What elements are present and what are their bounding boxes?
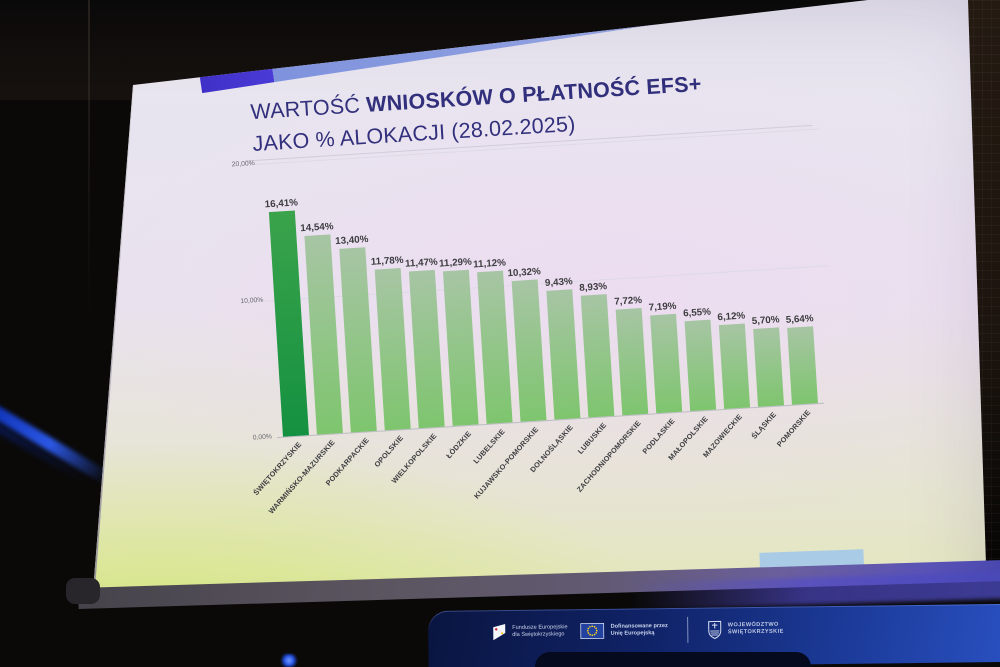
y-axis-tick-10: 10,00% [240, 296, 264, 306]
y-axis-tick-20: 20,00% [231, 159, 256, 169]
bar [580, 293, 615, 418]
category-label: KUJAWSKO-POMORSKIE [472, 424, 541, 501]
bar-value-label: 13,40% [334, 234, 369, 248]
bars: 16,41% ŚWIĘTOKRZYSKIE 14,54% WARMIŃSKO-MAZU… [251, 129, 822, 516]
bar-value-label: 7,72% [613, 295, 643, 308]
bar [408, 269, 445, 429]
plot-area: 20,00% 10,00% 0,00% 16,41% ŚWIĘTOKRZYSKIE… [232, 128, 828, 516]
laptop-silhouette [535, 652, 811, 667]
category-label: POMORSKIE [774, 407, 812, 449]
eu-funding-label: Dofinansowane przez Unię Europejską [610, 622, 668, 637]
swietokrzyskie-coat-of-arms-icon [707, 620, 721, 639]
logo-separator [686, 616, 688, 643]
bar [511, 279, 547, 422]
presentation-slide: WARTOŚĆ WNIOSKÓW O PŁATNOŚĆ EFS+ JAKO % … [140, 0, 891, 592]
bar-value-label: 16,41% [264, 197, 299, 211]
blue-led-glow [280, 654, 298, 667]
screen-corner-hardware [66, 578, 100, 604]
bar-value-label: 7,19% [648, 300, 677, 314]
bar-chart: 20,00% 10,00% 0,00% 16,41% ŚWIĘTOKRZYSKIE… [208, 128, 828, 516]
podium-logo-panel: Fundusze Europejskie dla Świętokrzyskieg… [428, 603, 1000, 667]
bar-value-label: 11,29% [438, 256, 473, 270]
bar-value-label: 6,12% [717, 310, 746, 324]
wall-seam [88, 0, 90, 320]
bar-value-label: 14,54% [299, 220, 334, 235]
bar-value-label: 8,93% [579, 280, 608, 294]
fundusze-europejskie-label: Fundusze Europejskie dla Świętokrzyskieg… [512, 624, 568, 638]
bar [615, 308, 649, 416]
screen-frame-left [93, 81, 134, 592]
category-label: ŚLĄSKIE [749, 410, 779, 441]
voivodeship-logo: WOJEWÓDZTWO ŚWIĘTOKRZYSKIE [707, 619, 784, 639]
bar [650, 313, 683, 414]
bar [718, 323, 751, 409]
bar-value-label: 11,78% [370, 254, 404, 268]
bar-value-label: 10,32% [507, 265, 542, 279]
category-label: LUBUSKIE [575, 420, 609, 456]
bar-value-label: 11,47% [404, 256, 439, 270]
bar-value-label: 5,64% [785, 312, 814, 326]
bar [753, 327, 785, 407]
category-label: ŁÓDZKIE [443, 429, 473, 461]
y-axis-tick-0: 0,00% [252, 433, 273, 442]
bar-value-label: 9,43% [544, 276, 574, 289]
bar-value-label: 5,70% [751, 314, 780, 327]
fundusze-europejskie-logo: Fundusze Europejskie dla Świętokrzyskieg… [490, 623, 568, 641]
bar-value-label: 11,12% [472, 257, 507, 271]
fundusze-europejskie-flag-icon [493, 623, 506, 640]
logo-row: Fundusze Europejskie dla Świętokrzyskieg… [490, 616, 784, 646]
bar [477, 270, 513, 424]
bar [442, 270, 479, 427]
category-label: OPOLSKIE [372, 433, 405, 469]
bar [546, 289, 581, 420]
category-label: ZACHODNIOPOMORSKIE [574, 418, 643, 494]
bar [684, 319, 717, 412]
eu-funding-logo: Dofinansowane przez Unię Europejską [580, 622, 668, 640]
bar [787, 325, 818, 405]
bar-value-label: 6,55% [682, 306, 712, 320]
eu-flag-icon [580, 622, 605, 640]
voivodeship-label: WOJEWÓDZTWO ŚWIĘTOKRZYSKIE [727, 621, 784, 636]
